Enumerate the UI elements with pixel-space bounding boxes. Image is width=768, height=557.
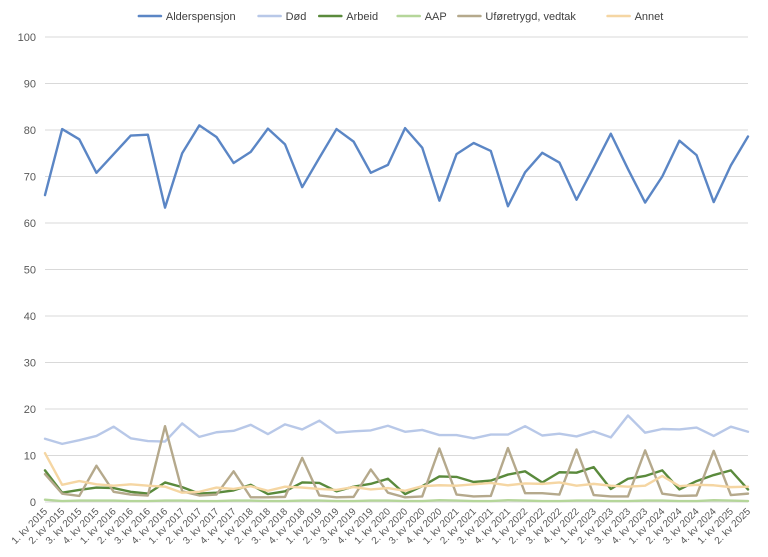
y-axis-ticks: 0 10 20 30 40 50 60 70 80 90 100 bbox=[18, 32, 36, 509]
y-tick-label: 10 bbox=[24, 451, 36, 463]
legend-label: Alderspensjon bbox=[166, 11, 236, 23]
y-tick-label: 70 bbox=[24, 172, 36, 184]
y-tick-label: 0 bbox=[30, 497, 36, 509]
series-line-2 bbox=[43, 465, 750, 496]
legend-label: AAP bbox=[425, 11, 447, 23]
chart-legend: Alderspensjon Død Arbeid AAP Uføretrygd, ved… bbox=[137, 11, 664, 23]
legend-label: Annet bbox=[635, 11, 664, 23]
y-tick-label: 50 bbox=[24, 265, 36, 277]
y-tick-label: 80 bbox=[24, 125, 36, 137]
y-tick-label: 30 bbox=[24, 358, 36, 370]
y-tick-label: 40 bbox=[24, 311, 36, 323]
series-line-0 bbox=[43, 124, 750, 209]
series-line-1 bbox=[43, 414, 750, 446]
legend-label: Arbeid bbox=[346, 11, 378, 23]
y-tick-label: 60 bbox=[24, 218, 36, 230]
gridlines bbox=[45, 36, 748, 503]
series-line-4 bbox=[43, 425, 750, 499]
series-lines bbox=[43, 124, 750, 503]
legend-label: Uføretrygd, vedtak bbox=[485, 11, 576, 23]
series-line-3 bbox=[43, 498, 750, 503]
legend-label: Død bbox=[286, 11, 307, 23]
y-tick-label: 90 bbox=[24, 79, 36, 91]
series-line-5 bbox=[43, 451, 750, 494]
y-tick-label: 20 bbox=[24, 404, 36, 416]
y-tick-label: 100 bbox=[18, 32, 36, 44]
